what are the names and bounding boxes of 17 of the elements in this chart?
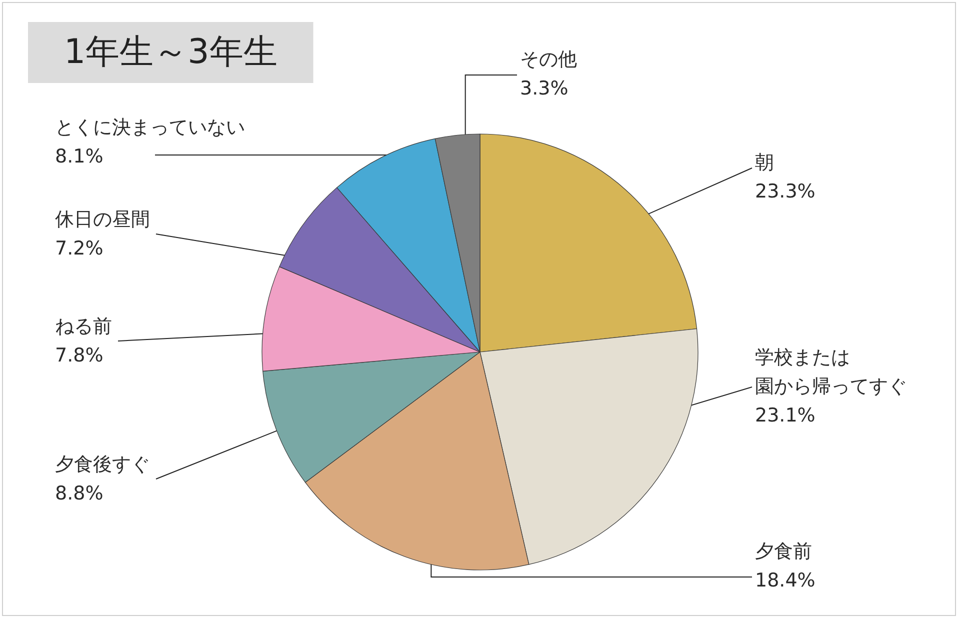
slice-label: 学校または園から帰ってすぐ (755, 346, 907, 398)
slice-label: 朝 (755, 152, 774, 174)
data-label: 23.3% (755, 180, 816, 202)
slice-label: とくに決まっていない (55, 116, 245, 138)
data-label: 23.1% (755, 404, 816, 426)
slice-label: 夕食前 (755, 540, 812, 562)
data-label: 3.3% (520, 78, 568, 100)
slice-label: その他 (520, 48, 577, 70)
data-label: 7.2% (55, 238, 104, 260)
data-label: 8.8% (55, 482, 104, 504)
data-label: 8.1% (55, 146, 104, 168)
data-label: 7.8% (55, 344, 104, 366)
slice-label: 休日の昼間 (55, 208, 150, 230)
slice-label: 夕食後すぐ (55, 454, 150, 476)
chart-title: 1年生～3年生 (64, 32, 278, 72)
slice-label: ねる前 (55, 316, 112, 338)
data-label: 18.4% (755, 570, 816, 592)
